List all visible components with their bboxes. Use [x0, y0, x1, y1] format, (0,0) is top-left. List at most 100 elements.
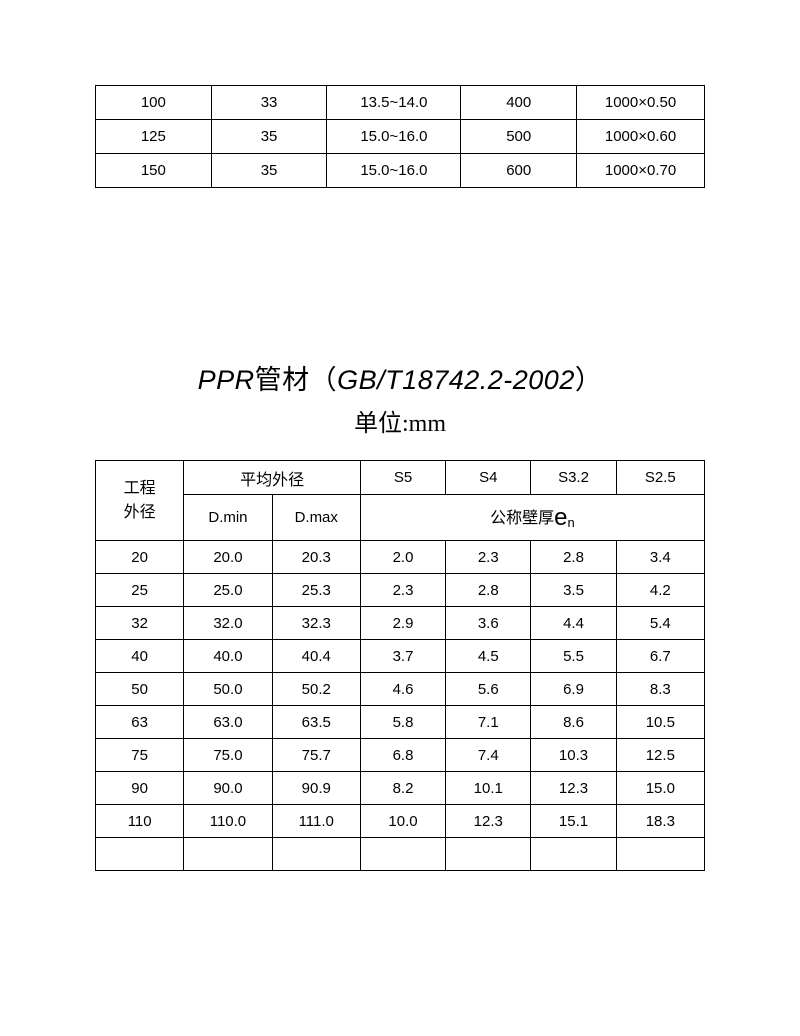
cell: 1000×0.50 — [577, 86, 705, 120]
en-big: e — [554, 504, 567, 531]
cell: 3.5 — [531, 574, 616, 607]
cell: 2.3 — [360, 574, 445, 607]
top-table: 100 33 13.5~14.0 400 1000×0.50 125 35 15… — [95, 85, 705, 188]
cell: 3.6 — [446, 607, 531, 640]
cell: 32 — [96, 607, 184, 640]
table-row: 3232.032.32.93.64.45.4 — [96, 607, 705, 640]
cell: 4.6 — [360, 673, 445, 706]
cell: 50.0 — [184, 673, 272, 706]
cell: 40.4 — [272, 640, 360, 673]
table-row: 7575.075.76.87.410.312.5 — [96, 739, 705, 772]
cell: 50 — [96, 673, 184, 706]
cell: 33 — [211, 86, 327, 120]
cell: 20.0 — [184, 541, 272, 574]
cell: 110.0 — [184, 805, 272, 838]
cell — [531, 838, 616, 871]
header-s5: S5 — [360, 461, 445, 495]
ppr-table-body: 工程外径 平均外径 S5 S4 S3.2 S2.5 D.min D.max 公称… — [96, 461, 705, 871]
table-row: 110110.0111.010.012.315.118.3 — [96, 805, 705, 838]
table-row: 100 33 13.5~14.0 400 1000×0.50 — [96, 86, 705, 120]
cell: 1000×0.70 — [577, 154, 705, 188]
cell: 2.9 — [360, 607, 445, 640]
cell: 5.4 — [616, 607, 704, 640]
table-row: 5050.050.24.65.66.98.3 — [96, 673, 705, 706]
cell — [616, 838, 704, 871]
cell: 40.0 — [184, 640, 272, 673]
cell: 90.9 — [272, 772, 360, 805]
header-s4: S4 — [446, 461, 531, 495]
title-main: PPR管材（GB/T18742.2-2002） — [95, 358, 705, 397]
title-mid: 管材（ — [255, 365, 338, 395]
section-title: PPR管材（GB/T18742.2-2002） 单位:mm — [95, 358, 705, 438]
table-row: 2525.025.32.32.83.54.2 — [96, 574, 705, 607]
cell: 10.3 — [531, 739, 616, 772]
cell: 75.7 — [272, 739, 360, 772]
cell: 3.7 — [360, 640, 445, 673]
cell: 18.3 — [616, 805, 704, 838]
cell — [360, 838, 445, 871]
header-nominal-thickness: 公称壁厚en — [360, 495, 704, 541]
cell: 20.3 — [272, 541, 360, 574]
cell: 32.3 — [272, 607, 360, 640]
cell: 110 — [96, 805, 184, 838]
cell: 20 — [96, 541, 184, 574]
cell: 35 — [211, 154, 327, 188]
table-row: 9090.090.98.210.112.315.0 — [96, 772, 705, 805]
header-engineering-diameter: 工程外径 — [96, 461, 184, 541]
cell: 7.1 — [446, 706, 531, 739]
cell — [96, 838, 184, 871]
cell: 6.7 — [616, 640, 704, 673]
cell: 63.0 — [184, 706, 272, 739]
cell: 500 — [461, 120, 577, 154]
cell — [446, 838, 531, 871]
cell: 25.3 — [272, 574, 360, 607]
table-row: 150 35 15.0~16.0 600 1000×0.70 — [96, 154, 705, 188]
table-row-empty — [96, 838, 705, 871]
cell: 5.5 — [531, 640, 616, 673]
cell: 90.0 — [184, 772, 272, 805]
cell: 90 — [96, 772, 184, 805]
table-row: 6363.063.55.87.18.610.5 — [96, 706, 705, 739]
cell: 8.6 — [531, 706, 616, 739]
cell: 32.0 — [184, 607, 272, 640]
header-dmin: D.min — [184, 495, 272, 541]
cell: 15.0~16.0 — [327, 154, 461, 188]
cell: 15.0 — [616, 772, 704, 805]
cell: 2.8 — [531, 541, 616, 574]
cell: 10.5 — [616, 706, 704, 739]
cell: 7.4 — [446, 739, 531, 772]
title-suffix: ） — [575, 365, 603, 395]
cell: 15.1 — [531, 805, 616, 838]
en-prefix: 公称壁厚 — [490, 510, 554, 527]
cell: 25 — [96, 574, 184, 607]
cell: 12.3 — [446, 805, 531, 838]
cell: 6.8 — [360, 739, 445, 772]
cell: 3.4 — [616, 541, 704, 574]
cell: 10.1 — [446, 772, 531, 805]
cell: 10.0 — [360, 805, 445, 838]
cell: 35 — [211, 120, 327, 154]
cell: 2.3 — [446, 541, 531, 574]
top-table-body: 100 33 13.5~14.0 400 1000×0.50 125 35 15… — [96, 86, 705, 188]
cell: 600 — [461, 154, 577, 188]
ppr-table: 工程外径 平均外径 S5 S4 S3.2 S2.5 D.min D.max 公称… — [95, 460, 705, 871]
cell: 75 — [96, 739, 184, 772]
title-prefix: PPR — [198, 365, 255, 395]
cell: 6.9 — [531, 673, 616, 706]
cell: 40 — [96, 640, 184, 673]
cell: 8.3 — [616, 673, 704, 706]
cell: 5.6 — [446, 673, 531, 706]
cell: 63.5 — [272, 706, 360, 739]
title-standard: GB/T18742.2-2002 — [337, 365, 575, 395]
title-subtitle: 单位:mm — [95, 403, 705, 438]
table-row: 125 35 15.0~16.0 500 1000×0.60 — [96, 120, 705, 154]
cell: 4.4 — [531, 607, 616, 640]
cell: 63 — [96, 706, 184, 739]
cell: 2.8 — [446, 574, 531, 607]
header-s3-2: S3.2 — [531, 461, 616, 495]
en-sub: n — [568, 515, 575, 530]
cell: 111.0 — [272, 805, 360, 838]
cell: 1000×0.60 — [577, 120, 705, 154]
cell: 4.5 — [446, 640, 531, 673]
cell: 12.5 — [616, 739, 704, 772]
